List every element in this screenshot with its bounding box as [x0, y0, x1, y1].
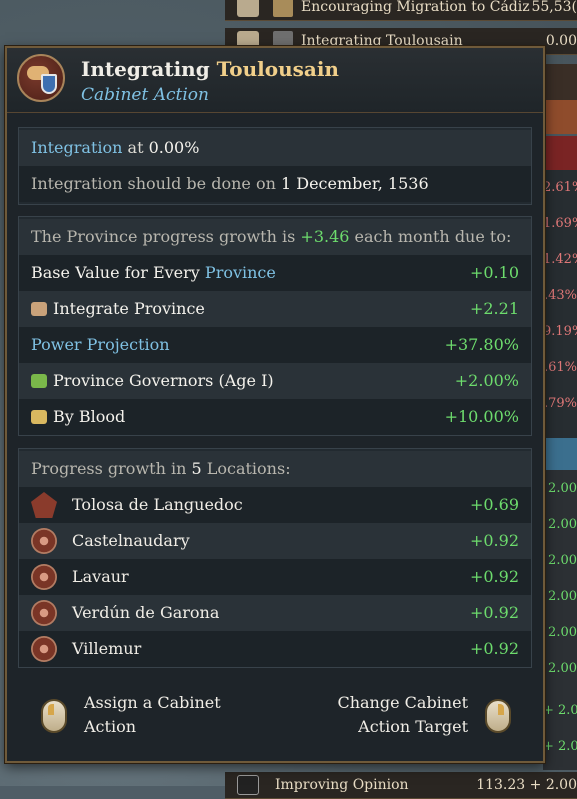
list-row-value: 0.00	[545, 33, 577, 49]
side-value: 2.00	[548, 589, 577, 604]
completion-date-row: Integration should be done on 1 December…	[19, 166, 531, 202]
background-list-row[interactable]: Encouraging Migration to Cádiz 55,53(	[225, 0, 577, 21]
location-row[interactable]: Castelnaudary +0.92	[19, 523, 531, 559]
growth-item-value: +37.80%	[444, 335, 519, 354]
side-panel-top	[543, 64, 577, 100]
growth-intro-text: The Province progress growth is +3.46 ea…	[31, 227, 512, 246]
growth-item-row: Province Governors (Age I) +2.00%	[19, 363, 531, 399]
location-name: Villemur	[72, 639, 142, 658]
capital-icon	[31, 492, 57, 518]
growth-item-value: +0.10	[469, 263, 519, 282]
location-value: +0.92	[469, 567, 519, 586]
growth-item-label: Power Projection	[31, 335, 170, 354]
side-value: 1.69%	[543, 216, 577, 231]
growth-item-value: +10.00%	[444, 407, 519, 426]
side-value: 2.61%	[543, 180, 577, 195]
growth-item-value: +2.00%	[454, 371, 519, 390]
side-value: + 2.00	[543, 703, 577, 718]
side-value: .79%	[543, 396, 577, 411]
progress-growth-panel: The Province progress growth is +3.46 ea…	[18, 216, 532, 436]
side-panel-stats	[543, 170, 577, 438]
locations-header-row: Progress growth in 5 Locations:	[19, 451, 531, 487]
growth-item-row: Power Projection +37.80%	[19, 327, 531, 363]
side-value: .43%	[543, 288, 577, 303]
cabinet-action-emblem-icon	[17, 54, 65, 102]
location-name: Lavaur	[72, 567, 129, 586]
portrait-icon	[237, 775, 259, 795]
location-icon	[31, 528, 57, 554]
portrait-icon	[237, 0, 259, 17]
list-row-name: Improving Opinion	[275, 777, 409, 793]
flask-icon	[31, 374, 47, 388]
side-panel-red	[543, 136, 577, 170]
key-icon	[31, 410, 47, 424]
tooltip-subtitle: Cabinet Action	[81, 85, 209, 105]
side-value: 2.00	[548, 481, 577, 496]
side-value: 1.42%	[543, 252, 577, 267]
location-name: Castelnaudary	[72, 531, 190, 550]
assign-cabinet-action-hint: Assign a Cabinet Action	[84, 693, 221, 736]
location-icon	[31, 600, 57, 626]
list-row-value: 113.23 + 2.00	[476, 777, 577, 793]
cabinet-action-tooltip: Integrating Toulousain Cabinet Action In…	[5, 46, 545, 763]
locations-panel: Progress growth in 5 Locations: Tolosa d…	[18, 448, 532, 668]
change-action-target-hint: Change Cabinet Action Target	[337, 693, 468, 736]
location-row[interactable]: Lavaur +0.92	[19, 559, 531, 595]
list-row-name: Encouraging Migration to Cádiz	[301, 0, 530, 15]
growth-item-row: Integrate Province +2.21	[19, 291, 531, 327]
completion-date-text: Integration should be done on 1 December…	[31, 174, 429, 193]
integration-text: Integration at 0.00%	[31, 138, 200, 157]
title-highlight: Toulousain	[216, 57, 339, 81]
location-value: +0.92	[469, 531, 519, 550]
left-mouse-button-icon	[41, 699, 67, 733]
growth-item-row: By Blood +10.00%	[19, 399, 531, 435]
side-panel-blue	[543, 438, 577, 470]
location-value: +0.92	[469, 639, 519, 658]
locations-header-text: Progress growth in 5 Locations:	[31, 459, 291, 478]
scroll-icon	[273, 0, 293, 17]
shield-icon	[41, 74, 57, 94]
side-panel-orange	[543, 100, 577, 134]
side-value: 2.00	[548, 553, 577, 568]
side-value: 2.00	[548, 661, 577, 676]
list-row-name: Integrating Toulousain	[301, 33, 463, 49]
growth-intro-row: The Province progress growth is +3.46 ea…	[19, 219, 531, 255]
tooltip-header: Integrating Toulousain Cabinet Action	[7, 48, 543, 113]
location-row[interactable]: Villemur +0.92	[19, 631, 531, 667]
location-name: Tolosa de Languedoc	[72, 495, 243, 514]
location-name: Verdún de Garona	[72, 603, 220, 622]
growth-item-label: Base Value for Every Province	[31, 263, 276, 282]
side-value: 9.19%	[543, 324, 577, 339]
integration-status-panel: Integration at 0.00% Integration should …	[18, 127, 532, 205]
list-row-value: 55,53(	[531, 0, 577, 15]
growth-item-label: Integrate Province	[31, 291, 205, 327]
side-value: + 2.0	[543, 739, 577, 754]
right-mouse-button-icon	[485, 699, 511, 733]
growth-item-row: Base Value for Every Province +0.10	[19, 255, 531, 291]
side-value: 2.00	[548, 517, 577, 532]
side-panel-values	[543, 470, 577, 770]
growth-item-label: Province Governors (Age I)	[31, 363, 274, 399]
background-list-row[interactable]: Integrating Toulousain 0.00	[225, 28, 577, 55]
location-value: +0.69	[469, 495, 519, 514]
people-icon	[31, 302, 47, 316]
location-row[interactable]: Verdún de Garona +0.92	[19, 595, 531, 631]
tooltip-title: Integrating Toulousain	[81, 57, 339, 81]
location-row[interactable]: Tolosa de Languedoc +0.69	[19, 487, 531, 523]
side-value: .61%	[543, 360, 577, 375]
location-icon	[31, 636, 57, 662]
location-value: +0.92	[469, 603, 519, 622]
location-icon	[31, 564, 57, 590]
integration-row: Integration at 0.00%	[19, 130, 531, 166]
growth-item-label: By Blood	[31, 399, 125, 435]
growth-item-value: +2.21	[469, 299, 519, 318]
side-value: 2.00	[548, 625, 577, 640]
